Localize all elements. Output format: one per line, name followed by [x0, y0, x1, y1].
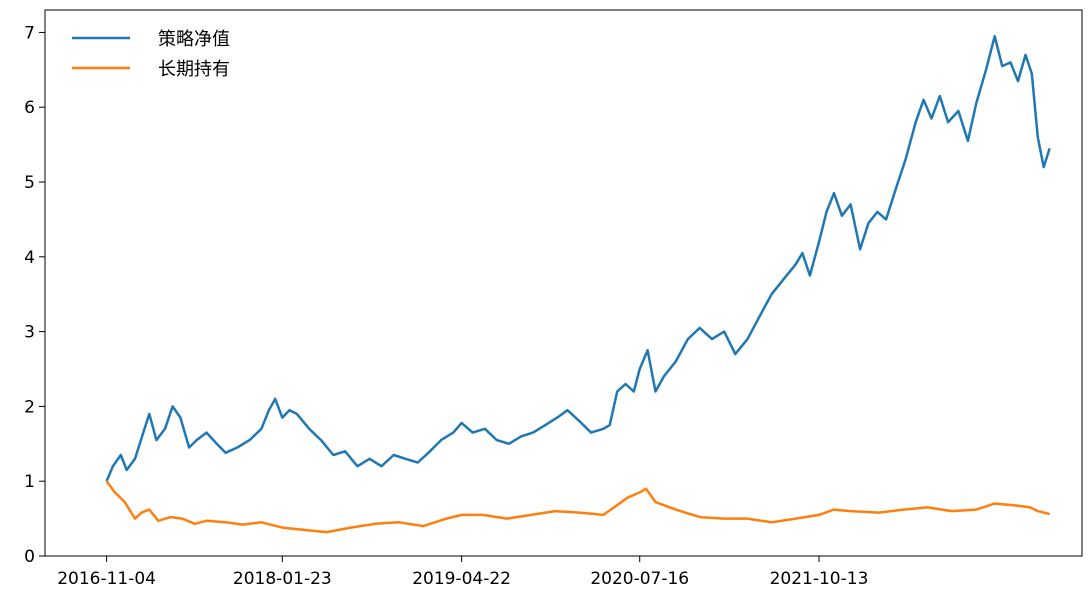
legend: 策略净值 长期持有 — [72, 29, 230, 80]
x-tick-label: 2016-11-04 — [57, 569, 156, 589]
y-tick-label: 7 — [24, 23, 35, 43]
legend-label-hold: 长期持有 — [158, 59, 230, 80]
legend-label-strategy: 策略净值 — [158, 29, 230, 50]
x-tick-label: 2020-07-16 — [590, 569, 689, 589]
x-axis: 2016-11-04 2018-01-23 2019-04-22 2020-07-16… — [57, 556, 868, 589]
plot-area — [44, 9, 1083, 557]
series-line-hold — [105, 480, 1050, 534]
series-line-strategy — [105, 34, 1051, 482]
y-tick-label: 3 — [24, 323, 35, 343]
x-tick-label: 2019-04-22 — [412, 569, 511, 589]
y-axis: 0 1 2 3 4 5 6 7 — [24, 23, 45, 567]
y-tick-label: 2 — [24, 397, 35, 417]
x-tick-label: 2021-10-13 — [770, 569, 869, 589]
y-tick-label: 1 — [24, 472, 35, 492]
x-tick-label: 2018-01-23 — [233, 569, 332, 589]
y-tick-label: 4 — [24, 248, 35, 268]
y-tick-label: 6 — [24, 98, 35, 118]
y-tick-label: 5 — [24, 173, 35, 193]
y-tick-label: 0 — [24, 547, 35, 567]
series-layer — [105, 34, 1051, 534]
